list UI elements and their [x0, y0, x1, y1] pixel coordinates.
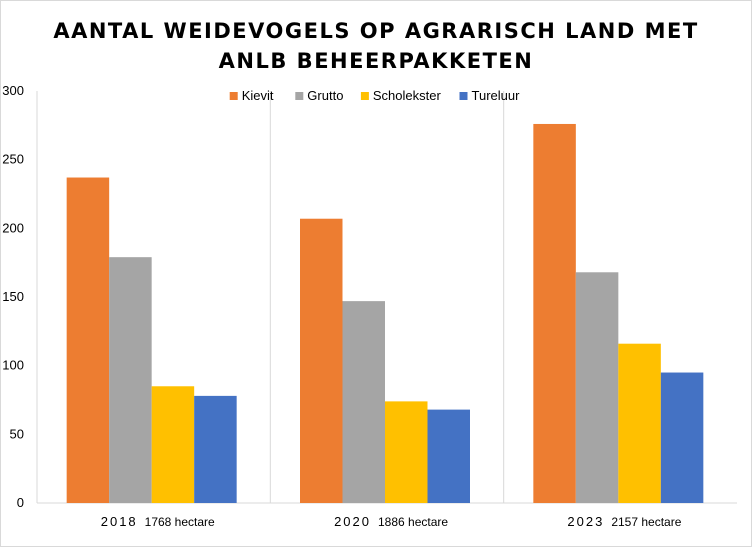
legend-label-scholekster: Scholekster — [373, 88, 442, 103]
x-category-area: 2157 hectare — [611, 515, 681, 529]
chart-title-line-1: AANTAL WEIDEVOGELS OP AGRARISCH LAND MET — [53, 19, 699, 43]
x-category-year: 2018 — [101, 514, 138, 529]
y-tick-label: 100 — [2, 358, 24, 373]
x-category-year: 2020 — [334, 514, 371, 529]
legend-swatch-tureluur — [459, 92, 468, 100]
legend: Kievit Grutto Scholekster Tureluur — [229, 88, 521, 103]
bar-kievit-2018 — [66, 177, 110, 503]
x-axis: 2018 1768 hectare 2020 1886 hectare 2023 2157… — [101, 514, 682, 529]
x-category-area: 1886 hectare — [378, 515, 448, 529]
category-separators — [269, 91, 505, 503]
bar-kievit-2023 — [533, 123, 576, 504]
bar-scholekster-2018 — [151, 386, 195, 503]
y-axis: 0 50 100 150 200 250 300 — [2, 83, 24, 510]
bar-grutto-2018 — [109, 257, 152, 503]
chart-title-line-2: ANLB BEHEERPAKKETEN — [218, 49, 534, 73]
y-tick-label: 300 — [2, 83, 24, 98]
bar-kievit-2020 — [300, 218, 343, 503]
legend-swatch-grutto — [295, 92, 304, 100]
y-tick-label: 250 — [2, 152, 24, 167]
bar-scholekster-2023 — [618, 343, 661, 503]
legend-swatch-scholekster — [360, 92, 369, 100]
legend-label-grutto: Grutto — [307, 88, 343, 103]
y-tick-label: 50 — [10, 426, 24, 441]
bar-tureluur-2018 — [194, 395, 237, 503]
x-category-area: 1768 hectare — [145, 515, 215, 529]
chart-title: AANTAL WEIDEVOGELS OP AGRARISCH LAND MET… — [0, 16, 752, 76]
y-tick-label: 150 — [2, 289, 24, 304]
bar-tureluur-2023 — [660, 372, 704, 503]
y-tick-label: 0 — [17, 495, 24, 510]
legend-label-tureluur: Tureluur — [472, 88, 521, 103]
bar-tureluur-2020 — [427, 409, 470, 503]
x-category-year: 2023 — [567, 514, 604, 529]
bar-grutto-2023 — [575, 272, 619, 503]
legend-swatch-kievit — [229, 92, 238, 100]
bar-scholekster-2020 — [385, 401, 428, 503]
y-tick-label: 200 — [2, 220, 24, 235]
bar-grutto-2020 — [342, 301, 385, 503]
legend-label-kievit: Kievit — [242, 88, 274, 103]
bars — [66, 123, 704, 504]
